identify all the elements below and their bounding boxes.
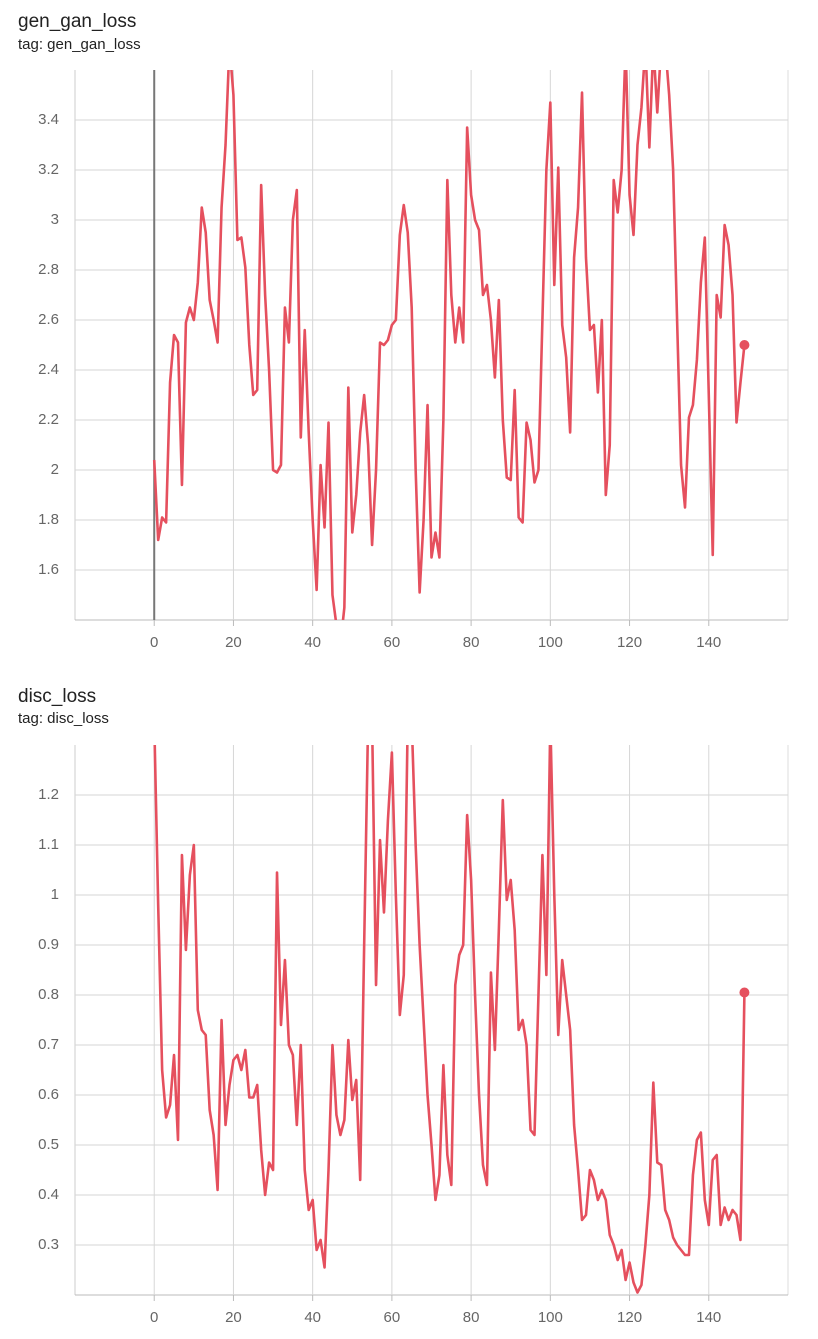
line — [153, 745, 746, 1294]
y-tick-label: 0.6 — [38, 1086, 59, 1103]
y-tick-label: 2 — [51, 461, 59, 478]
y-tick-label: 2.8 — [38, 261, 59, 278]
y-tick-label: 0.8 — [38, 986, 59, 1003]
x-tick-label: 140 — [696, 634, 721, 651]
y-tick-label: 0.5 — [38, 1136, 59, 1153]
chart-subtitle: tag: gen_gan_loss — [18, 36, 141, 53]
x-tick-label: 120 — [617, 634, 642, 651]
y-tick-label: 1.6 — [38, 561, 59, 578]
y-tick-label: 3 — [51, 211, 59, 228]
y-tick-label: 0.4 — [38, 1186, 59, 1203]
x-tick-label: 40 — [304, 634, 321, 651]
x-tick-label: 0 — [150, 1309, 158, 1326]
x-tick-label: 140 — [696, 1309, 721, 1326]
line — [152, 70, 746, 620]
x-tick-label: 20 — [225, 634, 242, 651]
chart: gen_gan_loss tag: gen_gan_loss 1.6 1.8 2 2.2 2… — [18, 11, 789, 651]
y-tick-label: 1.2 — [38, 786, 59, 803]
y-tick-label: 0.9 — [38, 936, 59, 953]
y-tick-label: 0.7 — [38, 1036, 59, 1053]
x-tick-label: 60 — [384, 634, 401, 651]
chart-title: disc_loss — [18, 686, 96, 707]
x-tick-label: 0 — [150, 634, 158, 651]
y-tick-label: 0.3 — [38, 1236, 59, 1253]
y-tick-label: 3.4 — [38, 111, 59, 128]
chart-subtitle: tag: disc_loss — [18, 710, 109, 727]
y-tick-label: 1.1 — [38, 836, 59, 853]
y-tick-label: 2.4 — [38, 361, 59, 378]
x-tick-label: 100 — [538, 634, 563, 651]
x-tick-label: 120 — [617, 1309, 642, 1326]
x-tick-label: 80 — [463, 634, 480, 651]
last-point — [739, 340, 750, 350]
y-tick-label: 3.2 — [38, 161, 59, 178]
y-tick-label: 2.6 — [38, 311, 59, 328]
x-tick-label: 40 — [304, 1309, 321, 1326]
y-tick-label: 2.2 — [38, 411, 59, 428]
chart-title: gen_gan_loss — [18, 11, 136, 32]
y-tick-label: 1.8 — [38, 511, 59, 528]
x-tick-label: 80 — [463, 1309, 480, 1326]
y-tick-label: 1 — [51, 886, 59, 903]
chart: disc_loss tag: disc_loss 0.3 0.4 0.5 0.6 0.7 0.… — [18, 686, 789, 1326]
last-point — [739, 987, 750, 998]
x-tick-label: 100 — [538, 1309, 563, 1326]
x-tick-label: 60 — [384, 1309, 401, 1326]
x-tick-label: 20 — [225, 1309, 242, 1326]
